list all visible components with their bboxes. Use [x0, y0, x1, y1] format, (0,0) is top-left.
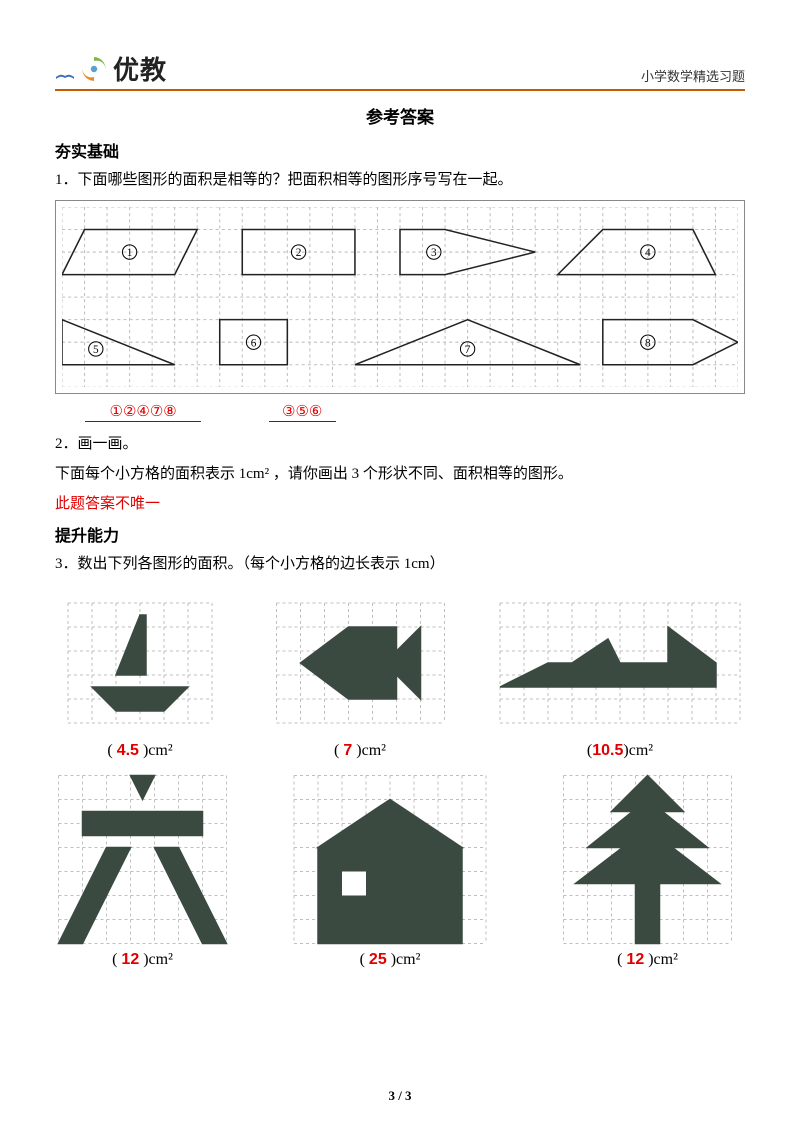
caption-5: ( 25 )cm²: [360, 951, 421, 969]
q1-text: 1．下面哪些图形的面积是相等的？把面积相等的图形序号写在一起。: [55, 168, 745, 192]
q1-grid-svg: 1 2 3 4 5 6 7 8: [62, 207, 738, 387]
caption-2: ( 7 )cm²: [334, 742, 386, 760]
shape-tree-svg: [550, 772, 745, 947]
swirl-icon: [78, 53, 110, 85]
svg-text:7: 7: [465, 344, 471, 356]
caption-3: (10.5)cm²: [587, 742, 653, 760]
caption-1: ( 4.5 )cm²: [107, 742, 172, 760]
page-footer: 3 / 3: [0, 1088, 800, 1104]
logo: 优教: [55, 50, 167, 87]
svg-text:1: 1: [127, 247, 133, 259]
page-header: 优教 小学数学精选习题: [55, 50, 745, 91]
svg-text:3: 3: [431, 247, 437, 259]
shape-plane-svg: [495, 588, 745, 738]
book-icon: [55, 62, 75, 87]
q1-answer: ①②④⑦⑧ ③⑤⑥: [85, 402, 745, 422]
shape-plane: (10.5)cm²: [495, 588, 745, 760]
shape-fish-svg: [263, 588, 458, 738]
q2-text: 2．画一画。: [55, 432, 745, 456]
q1-figure: 1 2 3 4 5 6 7 8: [55, 200, 745, 394]
svg-text:5: 5: [93, 344, 99, 356]
header-subtitle: 小学数学精选习题: [641, 66, 745, 87]
shape-fish: ( 7 )cm²: [263, 588, 458, 760]
q1-answer-group2: ③⑤⑥: [269, 402, 336, 422]
svg-text:6: 6: [251, 337, 257, 349]
q1-answer-group1: ①②④⑦⑧: [85, 402, 201, 422]
q2-subtext: 下面每个小方格的面积表示 1cm² ，请你画出 3 个形状不同、面积相等的图形。: [55, 462, 745, 486]
q3-text: 3．数出下列各图形的面积。（每个小方格的边长表示 1cm）: [55, 552, 745, 576]
shape-char: ( 12 )cm²: [55, 772, 230, 969]
shape-boat: ( 4.5 )cm²: [55, 588, 225, 760]
svg-text:2: 2: [296, 247, 302, 259]
q2-note: 此题答案不唯一: [55, 492, 745, 516]
shape-char-svg: [55, 772, 230, 947]
shape-house: ( 25 )cm²: [280, 772, 500, 969]
section2-heading: 提升能力: [55, 522, 745, 546]
svg-text:4: 4: [645, 247, 651, 259]
svg-text:8: 8: [645, 337, 651, 349]
q3-row1: ( 4.5 )cm² ( 7 )cm² (10.5)cm²: [55, 588, 745, 760]
shape-tree: ( 12 )cm²: [550, 772, 745, 969]
page-title: 参考答案: [55, 103, 745, 128]
shape-house-svg: [280, 772, 500, 947]
shape-boat-svg: [55, 588, 225, 738]
section1-heading: 夯实基础: [55, 138, 745, 162]
caption-6: ( 12 )cm²: [617, 951, 678, 969]
q3-row2: ( 12 )cm² ( 25 )cm² ( 12 )cm²: [55, 772, 745, 969]
caption-4: ( 12 )cm²: [112, 951, 173, 969]
brand-text: 优教: [113, 50, 167, 87]
